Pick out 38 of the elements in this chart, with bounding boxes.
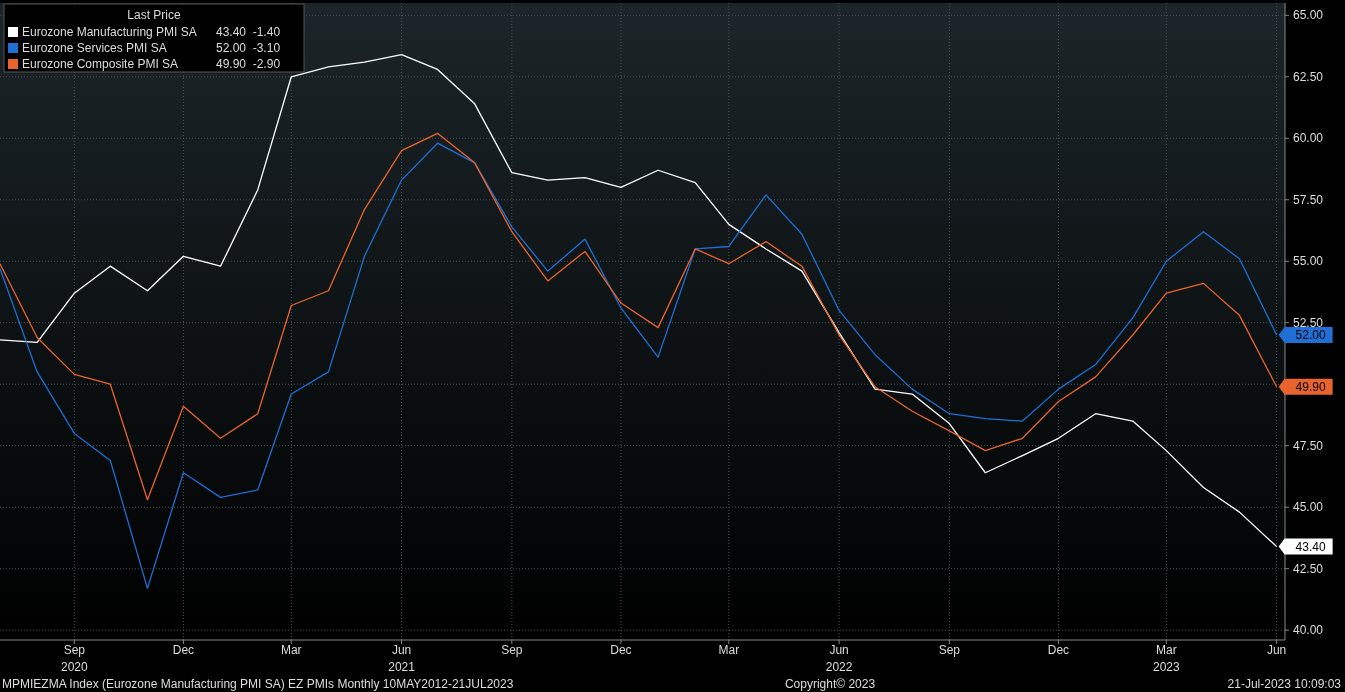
y-tick-label: 55.00 — [1293, 254, 1324, 269]
text: MPMIEZMA Index (Eurozone Manufacturing PMI SA) EZ PMIs Monthly 10MAY2012-21JUL2023 — [2, 677, 514, 691]
x-tick-label: Dec — [1047, 643, 1070, 657]
x-tick-label: Dec — [610, 643, 632, 657]
x-tick-label: Sep 2020 — [60, 643, 88, 674]
x-tick-label: Dec — [172, 643, 195, 657]
text: 21-Jul-2023 10:09:03 — [1227, 677, 1342, 691]
y-tick-label: 40.00 — [1293, 623, 1324, 638]
x-tick-label: Sep — [501, 643, 523, 657]
y-tick-label: 57.50 — [1293, 192, 1324, 207]
line-series — [0, 54, 1278, 548]
annotation: 43.40 -1.40 — [216, 25, 281, 39]
x-tick-label: Mar 2023 — [1152, 643, 1180, 674]
annotation: 52.00 -3.10 — [216, 41, 281, 55]
x-tick-label: Mar — [280, 643, 302, 657]
x-tick-label: Jun 2021 — [388, 643, 416, 674]
x-tick-label: Sep — [938, 643, 961, 657]
annotation: 49.90 -2.90 — [216, 57, 281, 71]
y-tick-label: 65.00 — [1293, 8, 1324, 23]
y-tick-label: 60.00 — [1293, 131, 1324, 146]
x-tick-label: Jun — [1266, 643, 1287, 657]
y-tick-label: 52.50 — [1293, 315, 1324, 330]
legend-title: Last Price — [127, 8, 181, 22]
legend-label: Eurozone Services PMI SA — [22, 41, 167, 55]
x-tick-label: Mar — [718, 643, 740, 657]
y-tick-label: 62.50 — [1293, 69, 1324, 84]
y-tick-label: 45.00 — [1293, 500, 1324, 515]
line-series — [0, 132, 1278, 501]
y-tick-label: 42.50 — [1293, 561, 1324, 576]
legend-label: Eurozone Composite PMI SA — [22, 57, 179, 71]
data-label: 49.90 — [1295, 379, 1326, 394]
y-tick-label: 47.50 — [1293, 438, 1324, 453]
x-tick-label: Jun 2022 — [825, 643, 853, 674]
data-label: 52.00 — [1295, 328, 1326, 343]
line-series — [0, 142, 1278, 589]
data-label: 43.40 — [1295, 539, 1326, 554]
legend-label: Eurozone Manufacturing PMI SA — [22, 25, 197, 39]
text: Copyright© 2023 — [784, 677, 876, 691]
